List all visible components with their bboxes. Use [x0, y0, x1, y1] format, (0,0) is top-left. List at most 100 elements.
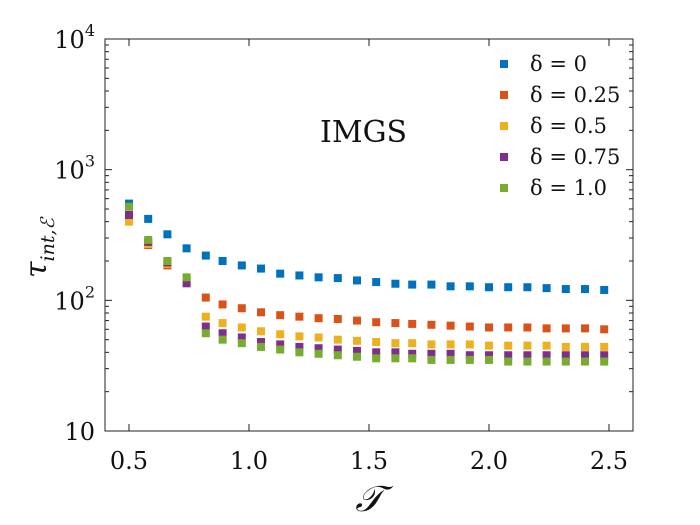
data-point-series-2 — [504, 341, 513, 350]
data-point-series-3 — [125, 210, 133, 219]
data-point-series-2 — [600, 342, 609, 351]
legend: δ = 0 δ = 0.25 δ = 0.5 δ = 0.75 δ = 1.0 — [500, 52, 620, 200]
data-point-series-1 — [237, 304, 246, 313]
data-point-series-3 — [600, 351, 609, 360]
data-point-series-4 — [144, 235, 153, 244]
data-point-series-1 — [427, 320, 436, 329]
data-point-series-4 — [427, 355, 436, 364]
data-point-series-4 — [163, 256, 172, 265]
data-point-series-3 — [353, 346, 361, 355]
data-point-series-4 — [201, 329, 210, 338]
data-point-series-2 — [523, 341, 532, 350]
y-tick-label: 102 — [54, 282, 95, 315]
legend-marker — [500, 60, 508, 68]
data-points — [125, 199, 609, 366]
data-point-series-1 — [581, 324, 589, 333]
data-point-series-3 — [581, 351, 589, 360]
data-point-series-4 — [581, 357, 589, 366]
legend-marker — [500, 153, 508, 161]
data-point-series-1 — [408, 319, 417, 328]
data-point-series-0 — [485, 283, 493, 292]
data-point-series-3 — [465, 351, 474, 360]
data-point-series-0 — [581, 285, 589, 294]
data-point-series-4 — [504, 357, 513, 366]
data-point-series-2 — [408, 339, 417, 348]
data-point-series-2 — [257, 327, 265, 336]
data-point-series-1 — [561, 324, 570, 333]
data-point-series-3 — [276, 340, 285, 349]
data-point-series-2 — [276, 330, 285, 339]
data-point-series-3 — [295, 342, 304, 351]
data-point-series-1 — [465, 322, 474, 331]
data-point-series-3 — [333, 345, 342, 354]
x-tick-label: 1.5 — [350, 447, 388, 475]
data-point-series-1 — [446, 321, 455, 330]
data-point-series-2 — [427, 340, 436, 349]
data-point-series-0 — [182, 244, 191, 253]
x-tick-label: 2.5 — [590, 447, 628, 475]
data-point-series-0 — [163, 230, 172, 239]
y-tick-label: 104 — [54, 21, 95, 54]
data-point-series-1 — [372, 318, 381, 327]
chart-annotation: IMGS — [320, 115, 407, 150]
data-point-series-3 — [218, 329, 227, 338]
data-point-series-4 — [485, 355, 493, 364]
data-point-series-2 — [542, 341, 551, 350]
data-point-series-3 — [485, 351, 493, 360]
data-point-series-4 — [372, 354, 381, 363]
legend-label: δ = 0 — [530, 52, 587, 76]
data-point-series-0 — [257, 264, 265, 273]
data-point-series-3 — [257, 337, 265, 346]
x-tick-label: 1.0 — [230, 447, 268, 475]
data-point-series-2 — [218, 319, 227, 328]
data-point-series-0 — [391, 279, 400, 288]
axis-ticks: 0.5 1.0 1.5 2.0 2.5 10 102 103 104 — [54, 21, 633, 475]
data-point-series-4 — [218, 335, 227, 344]
data-point-series-1 — [391, 319, 400, 328]
data-point-series-0 — [542, 284, 551, 293]
data-point-series-3 — [182, 279, 191, 288]
data-point-series-3 — [391, 348, 400, 357]
legend-label: δ = 1.0 — [530, 176, 607, 200]
data-point-series-0 — [144, 214, 153, 223]
data-point-series-1 — [504, 323, 513, 332]
data-point-series-0 — [314, 273, 323, 282]
data-point-series-2 — [201, 312, 210, 321]
data-point-series-0 — [201, 251, 210, 260]
data-point-series-2 — [333, 335, 342, 344]
data-point-series-2 — [391, 339, 400, 348]
data-point-series-3 — [542, 351, 551, 360]
legend-marker — [500, 184, 508, 192]
data-point-series-2 — [465, 340, 474, 349]
data-point-series-3 — [504, 351, 513, 360]
data-point-series-2 — [561, 342, 570, 351]
legend-marker — [500, 122, 508, 130]
data-point-series-2 — [446, 340, 455, 349]
data-point-series-4 — [237, 339, 246, 348]
plot-area — [104, 38, 634, 432]
data-point-series-0 — [446, 282, 455, 291]
data-point-series-2 — [353, 336, 361, 345]
data-point-series-1 — [353, 316, 361, 325]
data-point-series-1 — [295, 312, 304, 321]
data-point-series-4 — [408, 354, 417, 363]
data-point-series-0 — [504, 283, 513, 292]
data-point-series-1 — [276, 311, 285, 320]
data-point-series-2 — [314, 333, 323, 342]
data-point-series-3 — [427, 349, 436, 358]
data-point-series-2 — [485, 341, 493, 350]
data-point-series-0 — [276, 269, 285, 278]
data-point-series-4 — [257, 342, 265, 351]
data-point-series-4 — [561, 357, 570, 366]
data-point-series-1 — [523, 323, 532, 332]
data-point-series-1 — [201, 293, 210, 302]
data-point-series-1 — [542, 324, 551, 333]
data-point-series-1 — [600, 325, 609, 334]
y-axis-label: τint,ℰ — [19, 215, 59, 278]
data-point-series-2 — [237, 323, 246, 332]
data-point-series-0 — [523, 283, 532, 292]
data-point-series-4 — [523, 357, 532, 366]
data-point-series-2 — [125, 217, 133, 226]
data-point-series-3 — [561, 351, 570, 360]
